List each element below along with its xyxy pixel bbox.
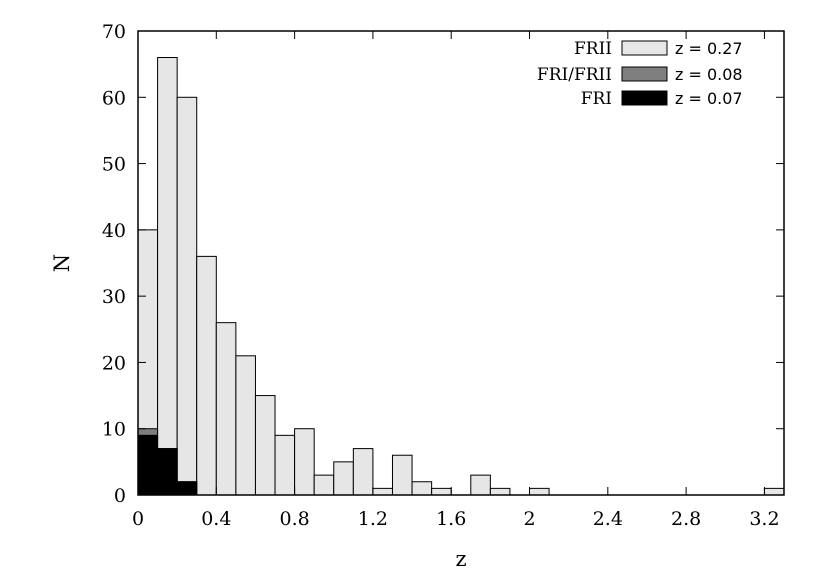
bar-frii-4 xyxy=(215,322,237,496)
y-tick-label: 70 xyxy=(102,21,126,43)
legend-swatch xyxy=(621,66,668,82)
y-tick-label: 40 xyxy=(102,220,126,242)
x-axis-label: z xyxy=(455,547,466,571)
x-tick-label: 2.4 xyxy=(593,508,623,530)
x-tick-labels: 0 0.4 0.8 1.2 1.6 2 2.4 2.8 3.2 xyxy=(132,508,780,530)
y-tick-label: 10 xyxy=(102,419,126,441)
bars-layer xyxy=(137,57,785,496)
y-tick-label: 30 xyxy=(102,286,126,308)
bar-frii-15 xyxy=(431,487,452,496)
x-tick-label: 1.2 xyxy=(358,508,388,530)
bar-frii-17 xyxy=(470,474,491,496)
legend-swatch xyxy=(621,40,668,56)
bar-fri-2 xyxy=(176,481,198,496)
bar-frii-14 xyxy=(411,481,433,496)
bar-frii-13 xyxy=(391,454,413,496)
legend-label: FRI xyxy=(581,89,612,109)
bar-frii-20 xyxy=(529,487,550,496)
y-tick-label: 20 xyxy=(102,352,126,374)
y-tick-label: 0 xyxy=(114,485,126,507)
bar-fri-1 xyxy=(157,448,178,496)
bar-frii-5 xyxy=(235,355,256,496)
plot-frame xyxy=(137,30,785,496)
y-tick-label: 50 xyxy=(102,154,126,176)
bar-frii-32 xyxy=(763,487,785,496)
bar-frii-12 xyxy=(372,487,393,496)
bar-frii-11 xyxy=(352,448,374,496)
bar-frii-3 xyxy=(196,255,217,496)
legend-label: FRI/FRII xyxy=(537,65,612,85)
legend-mean-z: z = 0.08 xyxy=(675,65,743,84)
y-tick-labels: 0 10 20 30 40 50 60 70 xyxy=(102,21,126,507)
legend-label: FRII xyxy=(574,39,612,59)
legend: FRII z = 0.27 FRI/FRII z = 0.08 FRI z = 0.07 xyxy=(537,39,743,109)
x-tick-label: 2 xyxy=(523,508,535,530)
bar-frii-7 xyxy=(274,434,296,496)
bar-frii-18 xyxy=(489,487,511,496)
bar-fri-0 xyxy=(137,434,159,496)
x-tick-label: 3.2 xyxy=(749,508,779,530)
bar-frii-2 xyxy=(176,96,198,496)
x-tick-label: 0.4 xyxy=(201,508,231,530)
bar-frii-1 xyxy=(157,57,178,496)
legend-mean-z: z = 0.07 xyxy=(675,89,743,108)
bar-frii-10 xyxy=(333,461,354,496)
y-axis-label: N xyxy=(50,254,74,272)
bar-frii-9 xyxy=(313,474,335,496)
x-tick-label: 1.6 xyxy=(436,508,466,530)
legend-swatch xyxy=(621,90,668,106)
x-tick-label: 0.8 xyxy=(279,508,309,530)
x-tick-label: 2.8 xyxy=(671,508,701,530)
y-tick-label: 60 xyxy=(102,87,126,109)
x-tick-label: 0 xyxy=(132,508,144,530)
bar-frii-6 xyxy=(254,395,276,496)
bar-frii-8 xyxy=(294,428,315,496)
legend-mean-z: z = 0.27 xyxy=(675,39,743,58)
